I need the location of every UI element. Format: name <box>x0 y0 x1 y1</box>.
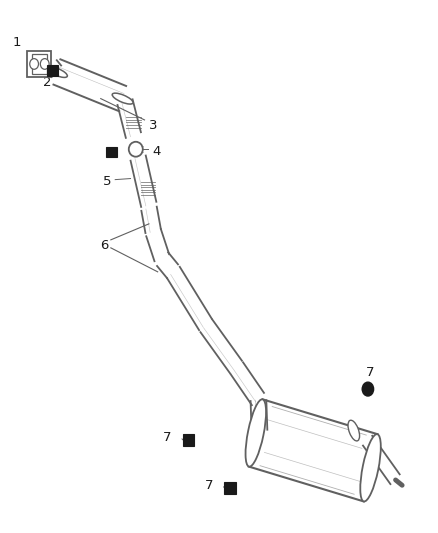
Circle shape <box>40 59 49 69</box>
FancyBboxPatch shape <box>27 51 51 77</box>
Ellipse shape <box>112 93 133 104</box>
Text: 7: 7 <box>366 366 374 378</box>
Text: 2: 2 <box>43 76 52 89</box>
FancyBboxPatch shape <box>106 147 117 157</box>
Ellipse shape <box>46 67 67 77</box>
Circle shape <box>30 59 39 69</box>
Text: 7: 7 <box>205 479 213 491</box>
Text: 6: 6 <box>100 239 109 252</box>
FancyBboxPatch shape <box>47 65 58 76</box>
FancyBboxPatch shape <box>32 54 47 74</box>
FancyBboxPatch shape <box>224 482 236 494</box>
Text: 3: 3 <box>149 119 158 132</box>
FancyBboxPatch shape <box>183 434 194 446</box>
Text: 4: 4 <box>152 146 161 158</box>
Ellipse shape <box>129 142 143 157</box>
Ellipse shape <box>348 420 360 441</box>
Text: 1: 1 <box>12 36 21 49</box>
Text: 5: 5 <box>103 175 112 188</box>
Text: 7: 7 <box>163 431 172 443</box>
Circle shape <box>362 382 374 396</box>
Ellipse shape <box>246 399 266 467</box>
Ellipse shape <box>360 434 381 502</box>
